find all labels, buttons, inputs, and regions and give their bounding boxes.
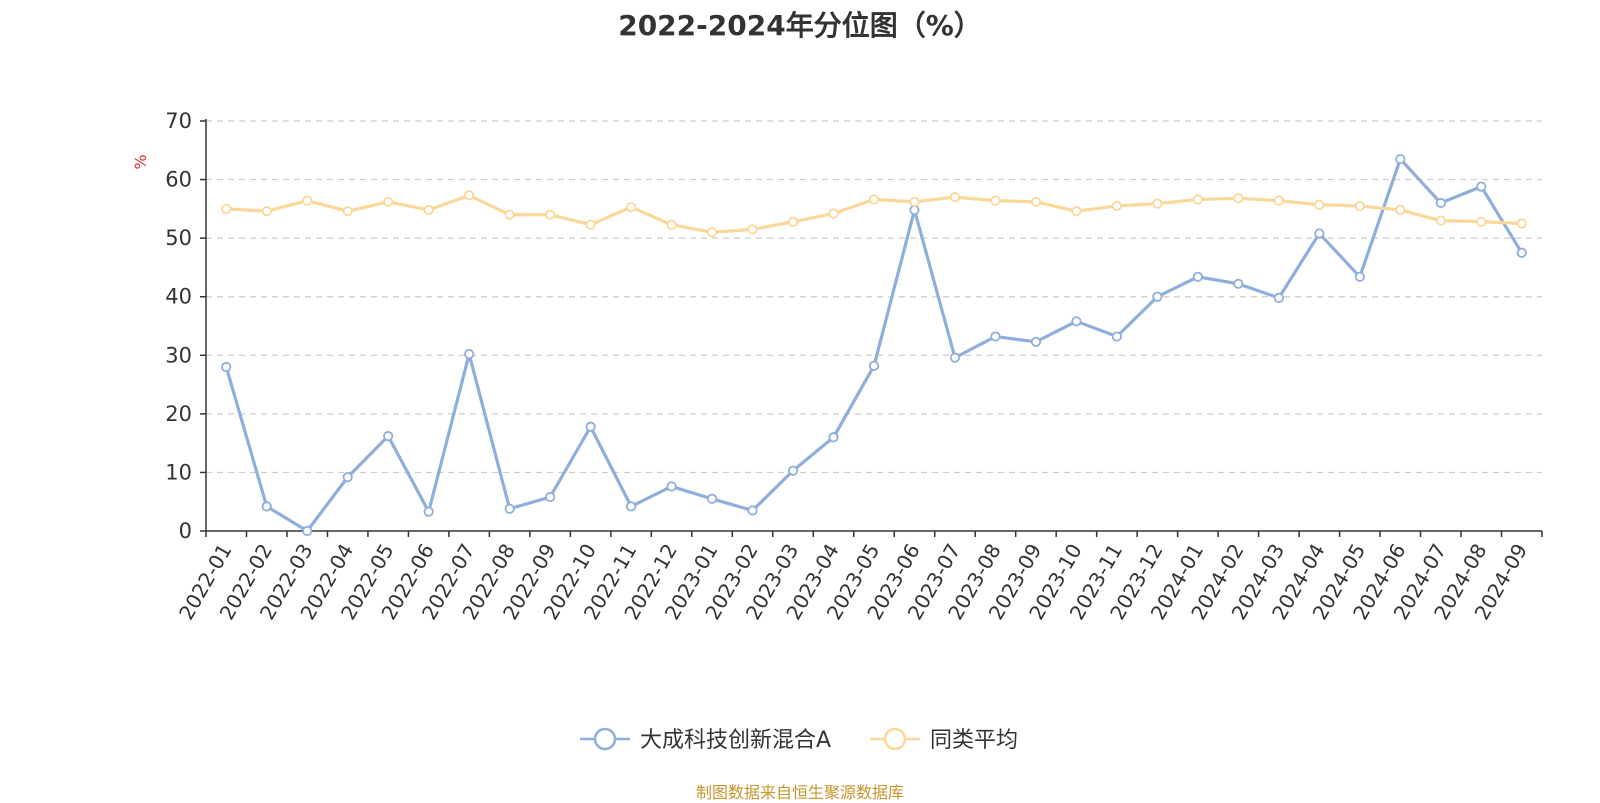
data-point[interactable] [1071, 206, 1082, 217]
data-point[interactable] [1233, 193, 1244, 204]
data-point[interactable] [1030, 196, 1042, 207]
data-point[interactable] [1273, 292, 1284, 303]
y-tick-label: 30 [165, 343, 192, 367]
y-tick-label: 0 [179, 519, 192, 543]
data-point[interactable] [302, 525, 313, 537]
data-point[interactable] [625, 501, 637, 512]
data-point[interactable] [1152, 291, 1163, 302]
data-point[interactable] [342, 472, 353, 483]
data-point[interactable] [1354, 200, 1365, 212]
data-source-note: 制图数据来自恒生聚源数据库 [695, 783, 904, 802]
data-point[interactable] [1354, 271, 1365, 282]
legend-marker [593, 727, 617, 751]
series-line[interactable] [224, 157, 1524, 533]
data-point[interactable] [545, 491, 556, 503]
data-point[interactable] [747, 224, 758, 235]
data-point[interactable] [1192, 271, 1203, 282]
data-point[interactable] [1435, 197, 1446, 209]
legend-item[interactable]: 大成科技创新混合A [580, 727, 831, 753]
data-point[interactable] [261, 501, 272, 512]
data-point[interactable] [1111, 331, 1123, 342]
data-point[interactable] [585, 219, 596, 230]
y-tick-label: 70 [165, 109, 192, 133]
data-point[interactable] [868, 360, 880, 371]
data-point[interactable] [1030, 336, 1042, 347]
legend-marker [883, 727, 907, 751]
y-axis-unit-label: % [131, 154, 150, 169]
data-point[interactable] [868, 194, 880, 205]
data-point[interactable] [625, 202, 637, 213]
data-point[interactable] [666, 219, 677, 230]
data-point[interactable] [1435, 215, 1446, 226]
data-point[interactable] [828, 432, 839, 443]
data-point[interactable] [706, 227, 718, 238]
legend-item[interactable]: 同类平均 [870, 727, 1018, 753]
grid-lines [206, 120, 1542, 474]
data-point[interactable] [423, 204, 434, 216]
data-point[interactable] [504, 209, 515, 220]
data-point[interactable] [1314, 228, 1325, 239]
data-point[interactable] [383, 431, 394, 442]
data-point[interactable] [1395, 204, 1406, 216]
data-point[interactable] [302, 195, 313, 206]
data-point[interactable] [747, 505, 758, 516]
chart-title: 2022-2024年分位图（%） [618, 9, 982, 42]
data-point[interactable] [585, 421, 596, 432]
data-point[interactable] [342, 206, 353, 217]
data-point[interactable] [383, 196, 394, 207]
y-tick-label: 10 [165, 460, 192, 484]
axes: 0102030405060702022-012022-022022-032022… [165, 109, 1543, 624]
legend[interactable]: 大成科技创新混合A 同类平均 [580, 727, 1018, 753]
data-point[interactable] [1111, 200, 1123, 212]
data-point[interactable] [221, 361, 232, 373]
data-point[interactable] [828, 208, 839, 219]
data-point[interactable] [787, 465, 799, 476]
data-point[interactable] [949, 352, 961, 363]
data-point[interactable] [706, 493, 718, 504]
series-lines [221, 153, 1527, 537]
y-tick-label: 60 [165, 168, 192, 192]
data-point[interactable] [464, 190, 475, 201]
data-point[interactable] [1476, 216, 1487, 227]
data-point[interactable] [909, 204, 920, 216]
data-point[interactable] [504, 503, 515, 514]
data-point[interactable] [1395, 153, 1406, 165]
data-point[interactable] [909, 196, 920, 207]
data-point[interactable] [1152, 198, 1163, 209]
y-tick-label: 40 [165, 285, 192, 309]
data-point[interactable] [1516, 218, 1527, 229]
data-point[interactable] [1314, 199, 1325, 210]
legend-label: 同类平均 [930, 728, 1018, 753]
data-point[interactable] [666, 481, 677, 492]
legend-label: 大成科技创新混合A [640, 728, 831, 753]
data-point[interactable] [464, 349, 475, 360]
y-tick-label: 50 [165, 226, 192, 250]
data-point[interactable] [990, 195, 1001, 206]
y-tick-label: 20 [165, 402, 192, 426]
data-point[interactable] [1192, 194, 1203, 205]
data-point[interactable] [990, 331, 1001, 342]
series-0[interactable] [221, 153, 1527, 537]
data-point[interactable] [1273, 195, 1284, 206]
data-point[interactable] [787, 216, 799, 227]
data-point[interactable] [1071, 316, 1082, 327]
data-point[interactable] [1516, 247, 1527, 258]
data-point[interactable] [423, 506, 434, 517]
series-1[interactable] [221, 190, 1527, 238]
data-point[interactable] [1476, 181, 1487, 192]
data-point[interactable] [221, 203, 232, 214]
data-point[interactable] [1233, 278, 1244, 289]
data-point[interactable] [261, 206, 272, 217]
data-point[interactable] [545, 209, 556, 220]
data-point[interactable] [949, 192, 961, 203]
